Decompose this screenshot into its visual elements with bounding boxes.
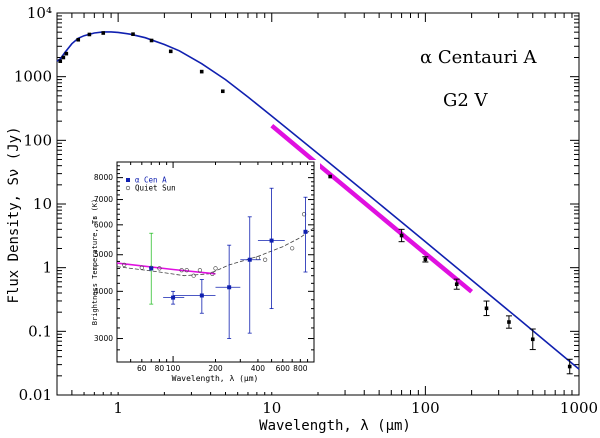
inset-y-tick-label: 6000 [94,220,113,229]
legend-alpha-cen-label: α Cen A [135,176,167,185]
photometry-point [530,337,535,342]
inset-y-tick-label: 5000 [94,250,113,259]
quiet-sun-point [213,266,218,271]
alpha-cen-point [227,285,232,290]
inset-x-tick-label: 400 [251,364,266,373]
main-y-axis-label: Flux Density, Sν (Jy) [6,126,22,303]
inset-y-tick-label: 7000 [94,195,113,204]
photometry-point [423,257,428,262]
alpha-cen-point [199,293,204,298]
alpha-cen-model-line [116,262,216,275]
legend-quiet-sun-label: Quiet Sun [135,184,176,193]
alpha-cen-point [247,257,252,262]
photometry-point [507,320,511,324]
inset-x-tick-label: 800 [293,364,308,373]
x-tick-label: 1000 [560,399,598,417]
photometry-point [58,59,63,63]
alpha-cen-point [171,295,176,300]
y-tick-label: 0.1 [28,322,52,340]
y-tick-label: 1000 [14,68,52,86]
legend-alpha-cen-marker [126,178,130,182]
inset-y-axis-label: Brightness Temperature, Tʙ (K) [91,199,99,325]
y-tick-label: 100 [23,131,52,149]
photometry-point [87,32,92,37]
photometry-point [168,49,173,54]
spectral-type-annotation: G2 V [443,90,489,111]
x-tick-label: 1 [113,399,123,417]
photometry-point [328,174,332,179]
quiet-sun-point [210,271,215,276]
photometry-point [101,31,106,35]
main-axis-ticks [56,12,580,396]
y-tick-label: 1 [42,259,52,277]
alpha-cen-point [149,266,154,271]
y-tick-label: 0.01 [19,386,52,404]
quiet-sun-point [157,266,162,271]
inset-chart: 60 80 100 200 400 600 800 3000 4000 5000 6000 7000 8… [82,160,320,392]
inset-x-tick-label: 60 [137,364,147,373]
photometry-point [64,51,69,56]
star-name-annotation: α Centauri A [420,47,538,68]
main-axis-tick-labels: 1 10 100 1000 0.01 0.1 1 10 100 1000 10⁴ [14,4,598,417]
main-series-group [56,31,580,375]
quiet-sun-point [179,268,184,273]
photometry-point [199,69,204,74]
inset-x-tick-label: 200 [208,364,223,373]
quiet-sun-point [122,262,127,267]
y-tick-label: 10 [33,195,52,213]
inset-series-group [116,187,315,339]
photometry-point [76,37,81,42]
photometry-point [220,89,225,94]
photometry-point [567,364,572,369]
photometry-point [61,55,66,60]
inset-x-axis-label: Wavelength, λ (μm) [172,374,259,383]
y-tick-label: 10⁴ [27,4,52,22]
highlighted-segment-line [270,123,474,294]
photometry-point [131,32,135,36]
quiet-sun-point [263,257,268,262]
alpha-cen-point [269,238,274,243]
quiet-sun-point [197,268,203,273]
inset-axis-ticks [116,161,315,362]
inset-y-tick-label: 8000 [94,173,113,182]
model-spectrum-line [56,31,580,370]
inset-axis-tick-labels: 60 80 100 200 400 600 800 3000 4000 5000 6000 7000 8… [94,173,308,373]
inset-y-tick-label: 3000 [94,334,113,343]
photometry-point [399,233,404,238]
x-tick-label: 100 [411,399,440,417]
inset-x-tick-label: 80 [155,364,165,373]
photometry-point [454,282,459,286]
legend-quiet-sun-marker [125,185,131,191]
photometry-point [149,38,154,43]
inset-background [82,160,320,392]
quiet-sun-point [290,246,295,251]
quiet-sun-point [184,268,189,273]
inset-x-tick-label: 600 [276,364,291,373]
quiet-sun-point [139,265,144,270]
alpha-cen-point [303,229,308,234]
inset-x-tick-label: 100 [166,364,181,373]
main-x-axis-label: Wavelength, λ (μm) [259,418,411,434]
inset-y-tick-label: 4000 [94,287,113,296]
x-tick-label: 10 [262,399,281,417]
quiet-sun-point [191,273,196,278]
photometry-point [484,306,489,311]
